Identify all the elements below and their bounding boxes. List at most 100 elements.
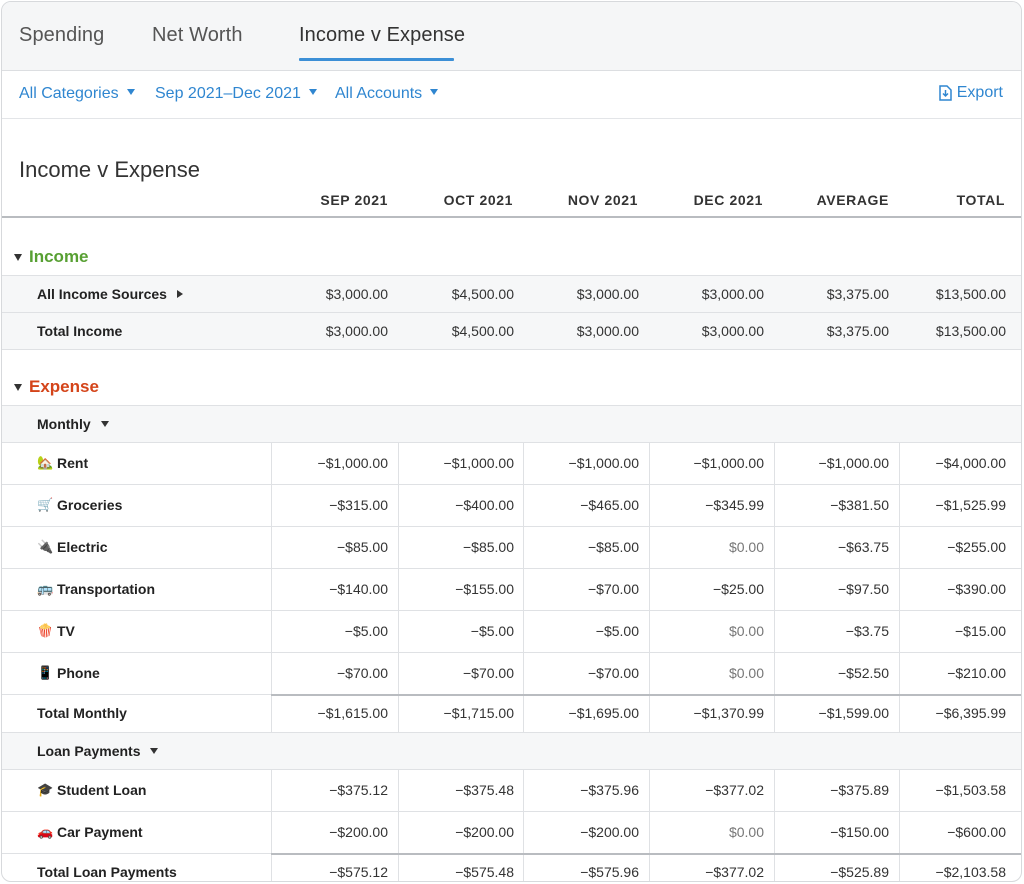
- column-divider: [774, 770, 775, 812]
- column-divider: [398, 611, 399, 653]
- tab-spending[interactable]: Spending: [19, 24, 105, 46]
- column-divider: [774, 527, 775, 569]
- group-header-loan-payments[interactable]: Loan Payments: [2, 732, 1021, 769]
- row-label-text: TV: [57, 623, 75, 639]
- table-cell: −$210.00: [947, 665, 1006, 681]
- table-row[interactable]: 🛒 Groceries −$315.00 −$400.00 −$465.00 −$345.…: [2, 484, 1021, 527]
- table-cell: −$52.50: [838, 665, 889, 681]
- date-range-filter[interactable]: Sep 2021–Dec 2021: [155, 85, 317, 103]
- accounts-filter[interactable]: All Accounts: [335, 85, 439, 103]
- categories-filter-label: All Categories: [19, 85, 119, 102]
- table-cell: −$4,000.00: [935, 455, 1006, 471]
- column-header: SEP 2021: [320, 192, 388, 208]
- column-divider: [899, 611, 900, 653]
- column-divider: [774, 812, 775, 854]
- house-icon: 🏡: [37, 455, 54, 470]
- column-divider: [398, 653, 399, 695]
- total-monthly-row: Total Monthly −$1,615.00 −$1,715.00 −$1,695…: [2, 694, 1021, 733]
- table-cell: −$1,000.00: [693, 455, 764, 471]
- table-row[interactable]: 🚌 Transportation −$140.00 −$155.00 −$70.00 −$…: [2, 568, 1021, 611]
- table-cell: −$1,000.00: [818, 455, 889, 471]
- income-section-toggle[interactable]: Income: [14, 247, 89, 267]
- table-cell: $0.00: [728, 623, 764, 639]
- export-button[interactable]: Export: [938, 84, 1003, 102]
- table-row[interactable]: 🎓 Student Loan −$375.12 −$375.48 −$375.96 −$3…: [2, 769, 1021, 812]
- column-divider: [899, 653, 900, 695]
- table-row[interactable]: 🔌 Electric −$85.00 −$85.00 −$85.00 $0.00 −$63.…: [2, 526, 1021, 569]
- table-cell: −$5.00: [344, 623, 388, 639]
- caret-down-icon: [100, 420, 109, 427]
- column-header: TOTAL: [956, 192, 1005, 208]
- table-cell: $4,500.00: [451, 285, 514, 302]
- expense-section-toggle[interactable]: Expense: [14, 377, 99, 397]
- column-header: AVERAGE: [816, 192, 889, 208]
- row-label: 🎓 Student Loan: [37, 782, 146, 798]
- chevron-down-icon: [126, 89, 135, 95]
- column-divider: [271, 812, 272, 854]
- column-divider: [899, 485, 900, 527]
- total-divider: [271, 853, 1021, 855]
- caret-down-icon: [14, 253, 22, 261]
- column-divider: [774, 695, 775, 733]
- column-divider: [523, 527, 524, 569]
- column-divider: [271, 485, 272, 527]
- income-section-end: [2, 349, 1021, 350]
- table-cell: $3,000.00: [325, 322, 388, 339]
- table-cell: −$400.00: [455, 497, 514, 513]
- table-row[interactable]: 📱 Phone −$70.00 −$70.00 −$70.00 $0.00 −$52.50 −…: [2, 652, 1021, 695]
- chevron-down-icon: [308, 89, 317, 95]
- table-cell: −$390.00: [947, 581, 1006, 597]
- categories-filter[interactable]: All Categories: [19, 85, 135, 103]
- table-row[interactable]: 🏡 Rent −$1,000.00 −$1,000.00 −$1,000.00 −$1,0…: [2, 442, 1021, 485]
- row-label-text: Phone: [57, 665, 100, 681]
- row-label: All Income Sources: [37, 286, 183, 302]
- table-cell: −$375.89: [830, 782, 889, 798]
- column-divider: [774, 485, 775, 527]
- car-icon: 🚗: [37, 824, 54, 839]
- table-row[interactable]: 🍿 TV −$5.00 −$5.00 −$5.00 $0.00 −$3.75 −$15.00: [2, 610, 1021, 653]
- column-divider: [398, 854, 399, 881]
- row-label-text: Student Loan: [57, 782, 147, 798]
- group-header-monthly[interactable]: Monthly: [2, 405, 1021, 442]
- table-cell: −$5.00: [595, 623, 639, 639]
- table-cell: −$200.00: [580, 824, 639, 840]
- table-cell: $0.00: [728, 665, 764, 681]
- row-label-text: Total Loan Payments: [37, 864, 177, 880]
- table-cell: −$1,615.00: [317, 705, 388, 721]
- table-row[interactable]: 🚗 Car Payment −$200.00 −$200.00 −$200.00 $0.0…: [2, 811, 1021, 854]
- column-divider: [649, 854, 650, 881]
- export-label: Export: [956, 84, 1003, 101]
- row-label: Monthly: [37, 416, 109, 432]
- table-cell: −$1,695.00: [568, 705, 639, 721]
- tab-income-v-expense[interactable]: Income v Expense: [299, 24, 466, 46]
- table-cell: $13,500.00: [935, 285, 1006, 302]
- column-divider: [649, 527, 650, 569]
- row-label-text: Monthly: [37, 415, 91, 432]
- table-cell: −$2,103.58: [935, 864, 1006, 880]
- table-cell: −$375.48: [455, 782, 514, 798]
- tab-net-worth[interactable]: Net Worth: [152, 24, 243, 46]
- table-cell: −$200.00: [329, 824, 388, 840]
- column-divider: [649, 611, 650, 653]
- table-cell: −$381.50: [830, 497, 889, 513]
- row-label: Total Monthly: [37, 705, 127, 721]
- column-divider: [774, 854, 775, 881]
- table-cell: −$575.48: [455, 864, 514, 880]
- table-cell: −$1,370.99: [693, 705, 764, 721]
- column-divider: [774, 653, 775, 695]
- electric-plug-icon: 🔌: [37, 539, 54, 554]
- graduation-cap-icon: 🎓: [37, 782, 54, 797]
- column-divider: [523, 812, 524, 854]
- total-loan-payments-row: Total Loan Payments −$575.12 −$575.48 −$575…: [2, 853, 1021, 881]
- table-cell: −$1,599.00: [818, 705, 889, 721]
- income-row[interactable]: All Income Sources $3,000.00 $4,500.00 $3,0…: [2, 275, 1021, 312]
- total-divider: [271, 694, 1021, 696]
- table-cell: −$150.00: [830, 824, 889, 840]
- shopping-cart-icon: 🛒: [37, 497, 54, 512]
- column-divider: [398, 770, 399, 812]
- column-divider: [523, 569, 524, 611]
- column-divider: [899, 854, 900, 881]
- bus-icon: 🚌: [37, 581, 54, 596]
- phone-icon: 📱: [37, 665, 54, 680]
